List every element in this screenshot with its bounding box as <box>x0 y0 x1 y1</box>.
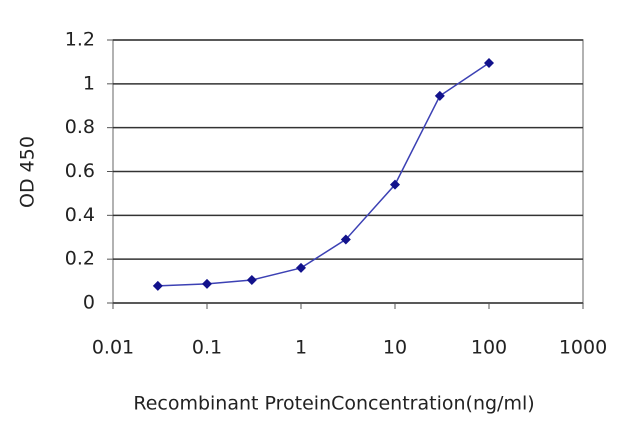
x-tick-label: 10 <box>383 337 407 359</box>
data-point <box>202 278 212 289</box>
x-tick-label: 1000 <box>559 337 607 359</box>
y-tick-label: 0.8 <box>65 116 95 138</box>
data-point <box>246 274 257 285</box>
data-point <box>296 262 306 273</box>
data-point <box>340 234 351 245</box>
data-point <box>390 179 400 190</box>
x-tick-label: 100 <box>471 337 507 359</box>
y-tick-label: 0.2 <box>65 248 95 270</box>
y-tick-label: 0.6 <box>65 160 95 182</box>
x-tick-label: 0.01 <box>92 337 134 359</box>
y-tick-label: 1 <box>83 72 95 94</box>
x-axis-label: Recombinant ProteinConcentration(ng/ml) <box>133 393 534 415</box>
data-line <box>157 62 490 287</box>
data-point <box>484 58 494 69</box>
y-tick-label: 1.2 <box>65 29 95 51</box>
y-tick-label: 0 <box>83 292 95 314</box>
x-tick-label: 0.1 <box>192 337 222 359</box>
y-axis-label: OD 450 <box>17 136 39 208</box>
data-point <box>152 280 163 291</box>
y-tick-label: 0.4 <box>65 204 95 226</box>
x-tick-label: 1 <box>295 337 307 359</box>
data-point <box>434 90 445 101</box>
